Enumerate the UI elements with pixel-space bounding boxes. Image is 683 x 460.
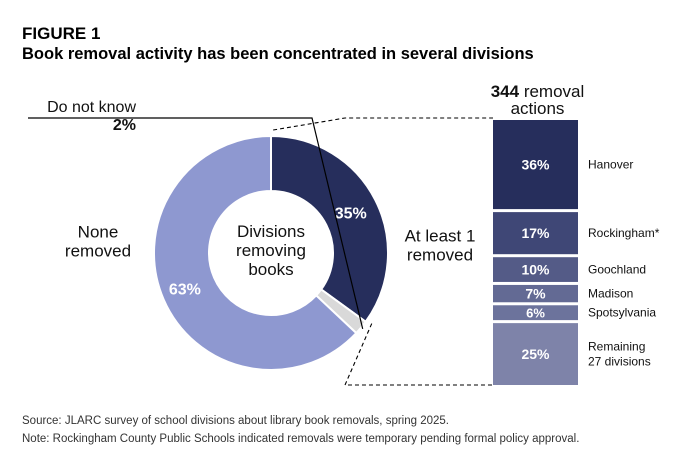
segment-value-label: 7% (525, 286, 546, 302)
donut-slice (270, 134, 389, 324)
segment-name-label: Rockingham* (588, 226, 660, 240)
slice-category-label: At least 1 (405, 227, 476, 246)
connector-line (344, 323, 493, 386)
bar-segment (493, 120, 578, 210)
segment-name-label: Spotsylvania (588, 306, 656, 320)
source-note: Source: JLARC survey of school divisions… (22, 415, 449, 427)
slice-category-label: removed (65, 242, 131, 261)
bar-segment (493, 323, 578, 385)
bar-segment (493, 212, 578, 255)
segment-value-label: 10% (521, 262, 550, 278)
connector-lines (273, 117, 493, 386)
segment-name-label: Goochland (588, 263, 646, 277)
slice-value-label: 35% (335, 205, 367, 222)
bar-segment (493, 284, 578, 303)
segment-name-label: Remaining (588, 340, 645, 354)
connector-line (273, 117, 493, 131)
figure-label: FIGURE 1 (22, 24, 101, 43)
donut-slice (153, 134, 358, 371)
segment-value-label: 17% (521, 225, 550, 241)
slice-value-label: 63% (169, 282, 201, 299)
donut-center-label: removing (236, 241, 306, 260)
segment-name-label: Madison (588, 287, 633, 301)
figure-title: Book removal activity has been concentra… (22, 45, 534, 63)
footnote: Note: Rockingham County Public Schools i… (22, 433, 580, 445)
slice-value-label: 2% (113, 117, 136, 134)
segment-name-label: 27 divisions (588, 355, 651, 369)
segment-value-label: 36% (521, 157, 550, 173)
bar-title: 344 removal (491, 82, 585, 101)
segment-name-label: Hanover (588, 158, 633, 172)
slice-category-label: Do not know (47, 99, 136, 116)
slice-category-label: None (78, 223, 119, 242)
callout-line (28, 117, 364, 329)
bar-segment (493, 257, 578, 282)
stacked-bar-chart: 36% Hanover 17% Rockingham* 10% Goochland 7% Ma… (491, 82, 660, 385)
donut-center-label: books (248, 260, 293, 279)
slice-category-label: removed (407, 246, 473, 265)
bar-title: actions (511, 99, 565, 118)
segment-value-label: 25% (521, 346, 550, 362)
bar-segment (493, 305, 578, 321)
segment-value-label: 6% (526, 306, 545, 321)
donut-center-label: Divisions (237, 222, 305, 241)
